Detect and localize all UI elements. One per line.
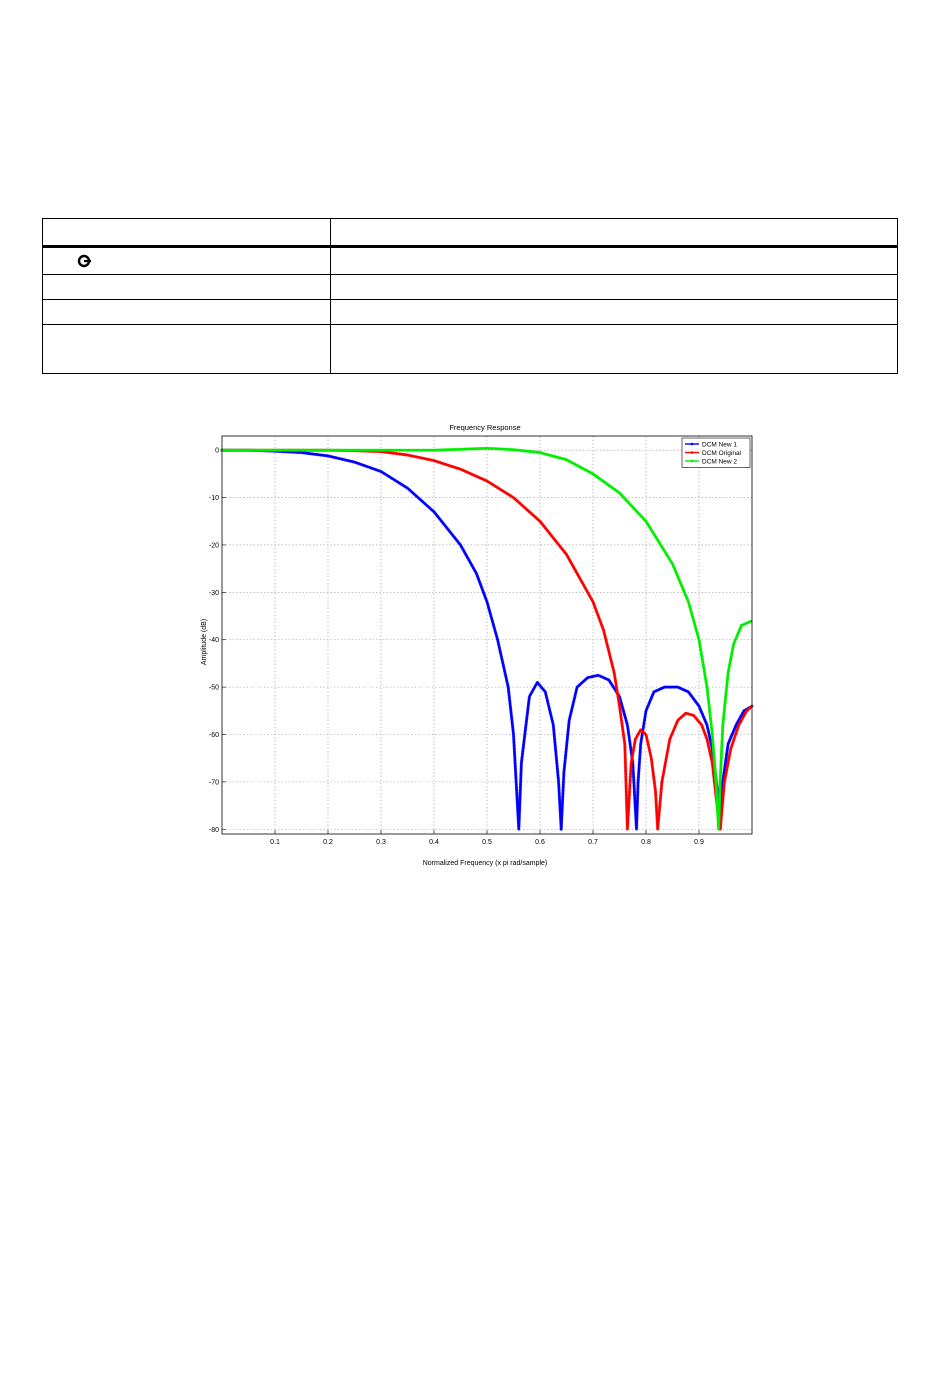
x-tick-label: 0.9 [694,839,704,846]
legend-entry: DCM Original [702,450,742,457]
x-tick-label: 0.6 [535,839,545,846]
y-tick-label: -60 [209,732,219,739]
table-header-row [42,218,898,248]
legend-marker [690,442,694,446]
table-cell [42,324,331,374]
y-tick-label: -80 [209,827,219,834]
y-tick-label: -40 [209,637,219,644]
series-markers-1 [220,448,754,830]
table-cell [330,274,898,300]
c-ring-icon [77,254,91,268]
plot-frame [221,435,753,835]
table-row [42,299,898,325]
table-row [42,274,898,300]
series-markers-3 [220,446,754,830]
frequency-response-chart: Frequency Response Normalized Frequency … [201,423,754,867]
series-lines [220,446,754,831]
y-tick-label: 0 [215,448,219,455]
table-cell [330,299,898,325]
table-header-cell-2 [330,218,898,248]
legend-entry: DCM New 1 [702,442,737,449]
table-cell [42,246,331,275]
x-tick-label: 0.8 [641,839,651,846]
legend-entry: DCM New 2 [702,459,737,466]
legend-marker [690,459,694,463]
axis-ticks: 0.1 0.2 0.3 0.4 0.5 0.6 0.7 0.8 0.9 0 -10 -20 -30 -40… [209,448,704,846]
table-row [42,246,898,275]
y-tick-label: -10 [209,495,219,502]
series-markers-2 [220,448,754,830]
x-axis-label: Normalized Frequency (x pi rad/sample) [423,860,548,867]
x-tick-label: 0.7 [588,839,598,846]
table-row [42,324,898,374]
table-header-cell-1 [42,218,331,248]
table-cell [330,324,898,374]
table-cell [330,246,898,275]
table-cell [42,274,331,300]
y-axis-label: Amplitude (dB) [201,619,208,665]
document-table [42,218,898,374]
y-tick-label: -30 [209,590,219,597]
x-tick-label: 0.2 [323,839,333,846]
y-tick-label: -70 [209,779,219,786]
x-tick-label: 0.4 [429,839,439,846]
chart-title: Frequency Response [449,423,520,432]
y-tick-label: -50 [209,685,219,692]
table-cell [42,299,331,325]
grid [222,436,752,834]
x-tick-label: 0.3 [376,839,386,846]
x-tick-label: 0.5 [482,839,492,846]
legend-marker [690,451,694,454]
y-tick-label: -20 [209,542,219,549]
x-tick-label: 0.1 [270,839,280,846]
